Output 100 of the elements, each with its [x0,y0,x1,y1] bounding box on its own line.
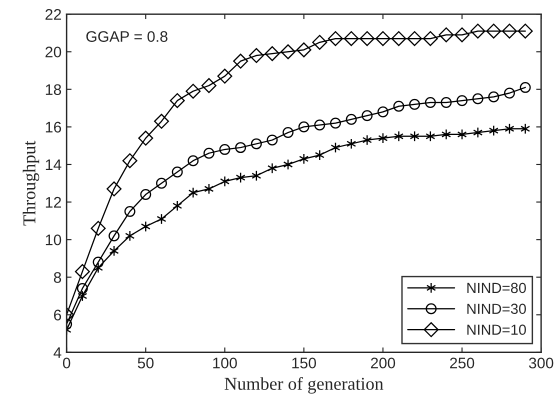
point [172,200,182,212]
point [472,93,484,104]
point [93,262,104,274]
point [78,290,88,302]
x-tick-label: 150 [292,358,316,368]
point [344,31,359,46]
point [74,264,90,280]
point [233,54,248,69]
point [154,114,170,129]
point [92,256,104,268]
point [314,120,326,131]
point [520,123,530,134]
point [125,230,135,242]
point [248,48,264,64]
y-tick-label: 10 [46,234,62,246]
point [217,68,232,84]
point [454,27,470,42]
point [504,88,515,99]
point [298,121,310,132]
point [457,128,467,140]
point [314,150,325,161]
point [156,178,167,189]
point [456,95,468,106]
point [393,100,404,112]
x-tick-label: 50 [138,358,154,368]
point [138,130,154,146]
point [328,31,343,46]
point [156,213,166,224]
point [473,127,483,138]
point [186,84,201,99]
point [267,162,278,174]
point [362,134,372,146]
point [219,144,230,155]
point [204,183,214,194]
point [377,106,388,118]
point [280,44,296,60]
point [188,187,198,198]
point [410,130,420,142]
legend-label: NIND=30 [467,304,526,314]
point [375,31,390,46]
point [299,153,309,164]
point [312,34,328,50]
point [296,42,312,58]
point [122,153,138,168]
legend-label: NIND=80 [467,282,526,294]
point [250,138,262,150]
point [108,230,120,242]
point [283,158,293,170]
point [441,128,452,140]
point [201,78,216,94]
point [124,206,136,217]
point [172,166,183,178]
x-tick-label: 300 [528,358,554,368]
point [236,172,246,184]
x-tick-label: 250 [450,358,474,368]
point [252,170,262,182]
point [266,134,278,146]
point [504,123,514,134]
y-tick-label: 22 [46,9,61,20]
point [470,24,486,39]
point [486,24,502,39]
point [378,132,388,144]
point [330,118,341,129]
y-tick-label: 6 [54,310,62,320]
x-tick-label: 0 [62,358,70,368]
point [440,96,452,108]
y-tick-label: 16 [46,122,62,133]
point [203,148,214,159]
point [407,31,422,46]
point [330,142,340,154]
annotation: GGAP = 0.8 [86,31,168,42]
point [360,31,375,46]
y-axis-title: Throughput [22,140,40,226]
point [76,282,88,294]
y-tick-label: 18 [46,84,62,96]
y-tick-label: 14 [46,160,62,170]
y-tick-label: 8 [54,272,62,283]
point [518,24,533,39]
point [488,125,499,136]
point [502,24,517,39]
point [391,31,406,46]
point [140,189,152,200]
point [422,31,438,46]
point [282,127,294,138]
y-tick-label: 4 [54,347,62,358]
point [362,110,373,122]
point [109,245,119,256]
point [170,93,185,108]
point [426,130,436,142]
point [488,91,500,102]
point [424,96,436,108]
point [140,220,151,232]
point [188,155,199,166]
point [346,138,356,150]
point [394,130,404,142]
point [438,27,454,42]
point [235,142,246,154]
point [409,98,420,110]
x-axis-title: Number of generation [224,377,384,394]
point [220,176,230,187]
